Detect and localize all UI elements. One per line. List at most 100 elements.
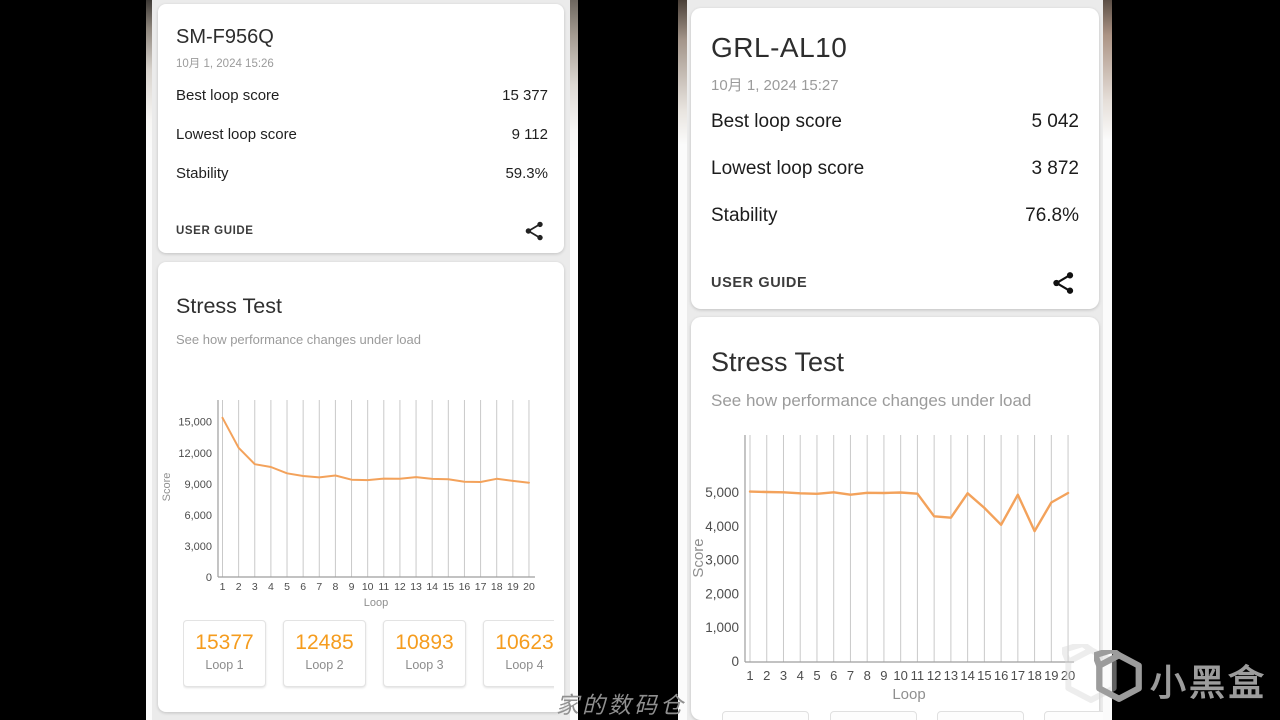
svg-text:19: 19 (507, 581, 519, 593)
svg-text:14: 14 (426, 581, 438, 593)
svg-text:6,000: 6,000 (184, 510, 212, 522)
svg-text:5: 5 (813, 668, 820, 683)
loop-score-value: 15377 (195, 631, 254, 654)
device-title: GRL-AL10 (711, 32, 848, 63)
user-guide-link[interactable]: USER GUIDE (176, 225, 254, 237)
svg-text:15,000: 15,000 (178, 417, 212, 429)
background-strip (146, 0, 153, 720)
svg-text:20: 20 (1061, 668, 1075, 683)
svg-text:0: 0 (206, 572, 212, 584)
svg-text:11: 11 (911, 668, 925, 683)
svg-text:9: 9 (880, 668, 887, 683)
row-value: 3 872 (1031, 158, 1079, 179)
score-row: Stability 76.8% (691, 205, 1099, 227)
loop-score-card[interactable]: 12485 Loop 2 (283, 620, 366, 687)
svg-text:3: 3 (252, 581, 258, 593)
svg-text:9,000: 9,000 (184, 479, 212, 491)
loop-score-label: Loop 2 (305, 658, 344, 672)
brand-watermark: 小黑盒 (1060, 642, 1280, 720)
score-row: Stability 59.3% (158, 165, 564, 182)
loop-score-card[interactable]: 10893 Loop 3 (383, 620, 466, 687)
partial-loop-card[interactable] (1044, 711, 1103, 720)
stress-test-card: Stress Test See how performance changes … (691, 317, 1103, 720)
partial-loop-card[interactable] (830, 711, 917, 720)
svg-text:10: 10 (893, 668, 907, 683)
svg-text:6: 6 (300, 581, 306, 593)
device-title: SM-F956Q (176, 26, 274, 48)
svg-text:4: 4 (268, 581, 274, 593)
svg-text:20: 20 (523, 581, 535, 593)
stress-test-subtitle: See how performance changes under load (711, 391, 1032, 410)
background-strip (1103, 0, 1112, 720)
loop-score-value: 10893 (395, 631, 454, 654)
svg-text:7: 7 (847, 668, 854, 683)
svg-text:4,000: 4,000 (705, 519, 739, 534)
handwriting-watermark: 家的数码仓 (556, 693, 686, 719)
loop-score-card[interactable]: 15377 Loop 1 (183, 620, 266, 687)
svg-text:Loop: Loop (892, 686, 925, 703)
right-screenshot-panel: GRL-AL10 10月 1, 2024 15:27 Best loop sco… (687, 0, 1103, 720)
svg-text:Score: Score (692, 538, 707, 577)
svg-text:18: 18 (1027, 668, 1041, 683)
svg-text:6: 6 (830, 668, 837, 683)
svg-text:8: 8 (864, 668, 871, 683)
svg-text:11: 11 (378, 581, 389, 593)
svg-text:17: 17 (475, 581, 487, 593)
partial-loop-card[interactable] (937, 711, 1024, 720)
svg-text:19: 19 (1044, 668, 1058, 683)
row-label: Stability (711, 205, 778, 226)
device-summary-card: SM-F956Q 10月 1, 2024 15:26 Best loop sco… (158, 4, 564, 253)
share-icon[interactable] (522, 219, 546, 243)
svg-text:Loop: Loop (364, 597, 388, 609)
row-label: Lowest loop score (711, 158, 865, 179)
stress-test-card: Stress Test See how performance changes … (158, 262, 564, 712)
device-date: 10月 1, 2024 15:27 (711, 77, 839, 94)
loop-score-value: 10623 (495, 631, 554, 654)
user-guide-link[interactable]: USER GUIDE (711, 275, 808, 291)
row-label: Best loop score (711, 111, 842, 132)
row-label: Lowest loop score (176, 126, 297, 143)
svg-text:14: 14 (960, 668, 974, 683)
svg-text:16: 16 (459, 581, 471, 593)
loop-score-label: Loop 3 (405, 658, 444, 672)
svg-text:4: 4 (797, 668, 804, 683)
share-icon[interactable] (1049, 269, 1077, 297)
row-value: 59.3% (505, 165, 548, 182)
xiaoheihe-box-icon (1094, 650, 1142, 702)
brand-watermark-text: 小黑盒 (1150, 662, 1268, 703)
svg-text:0: 0 (731, 654, 739, 669)
row-label: Stability (176, 165, 229, 182)
device-date: 10月 1, 2024 15:26 (176, 58, 274, 70)
loop-score-label: Loop 4 (505, 658, 544, 672)
svg-text:10: 10 (362, 581, 374, 593)
left-screenshot-panel: SM-F956Q 10月 1, 2024 15:26 Best loop sco… (152, 0, 570, 720)
svg-text:2: 2 (236, 581, 242, 593)
svg-text:15: 15 (977, 668, 991, 683)
stress-test-subtitle: See how performance changes under load (176, 332, 421, 347)
loop-score-card[interactable]: 10623 Loop 4 (483, 620, 554, 687)
partial-loop-card[interactable] (722, 711, 809, 720)
row-value: 9 112 (511, 126, 548, 143)
svg-text:16: 16 (994, 668, 1008, 683)
svg-text:3,000: 3,000 (705, 553, 739, 568)
score-row: Best loop score 5 042 (691, 111, 1099, 133)
score-row: Best loop score 15 377 (158, 87, 564, 104)
svg-text:12: 12 (927, 668, 941, 683)
loop-score-row: 15377 Loop 1 12485 Loop 2 10893 Loop 3 1… (183, 620, 554, 692)
row-value: 15 377 (502, 87, 548, 104)
score-row: Lowest loop score 3 872 (691, 158, 1099, 180)
svg-text:3: 3 (780, 668, 787, 683)
svg-text:8: 8 (332, 581, 338, 593)
svg-text:12: 12 (394, 581, 406, 593)
svg-text:2,000: 2,000 (705, 586, 739, 601)
svg-text:9: 9 (349, 581, 355, 593)
stress-test-title: Stress Test (176, 294, 282, 318)
svg-text:13: 13 (410, 581, 422, 593)
loop-score-label: Loop 1 (205, 658, 244, 672)
svg-text:7: 7 (316, 581, 322, 593)
svg-text:3,000: 3,000 (184, 541, 212, 553)
row-value: 76.8% (1025, 205, 1079, 226)
row-label: Best loop score (176, 87, 280, 104)
